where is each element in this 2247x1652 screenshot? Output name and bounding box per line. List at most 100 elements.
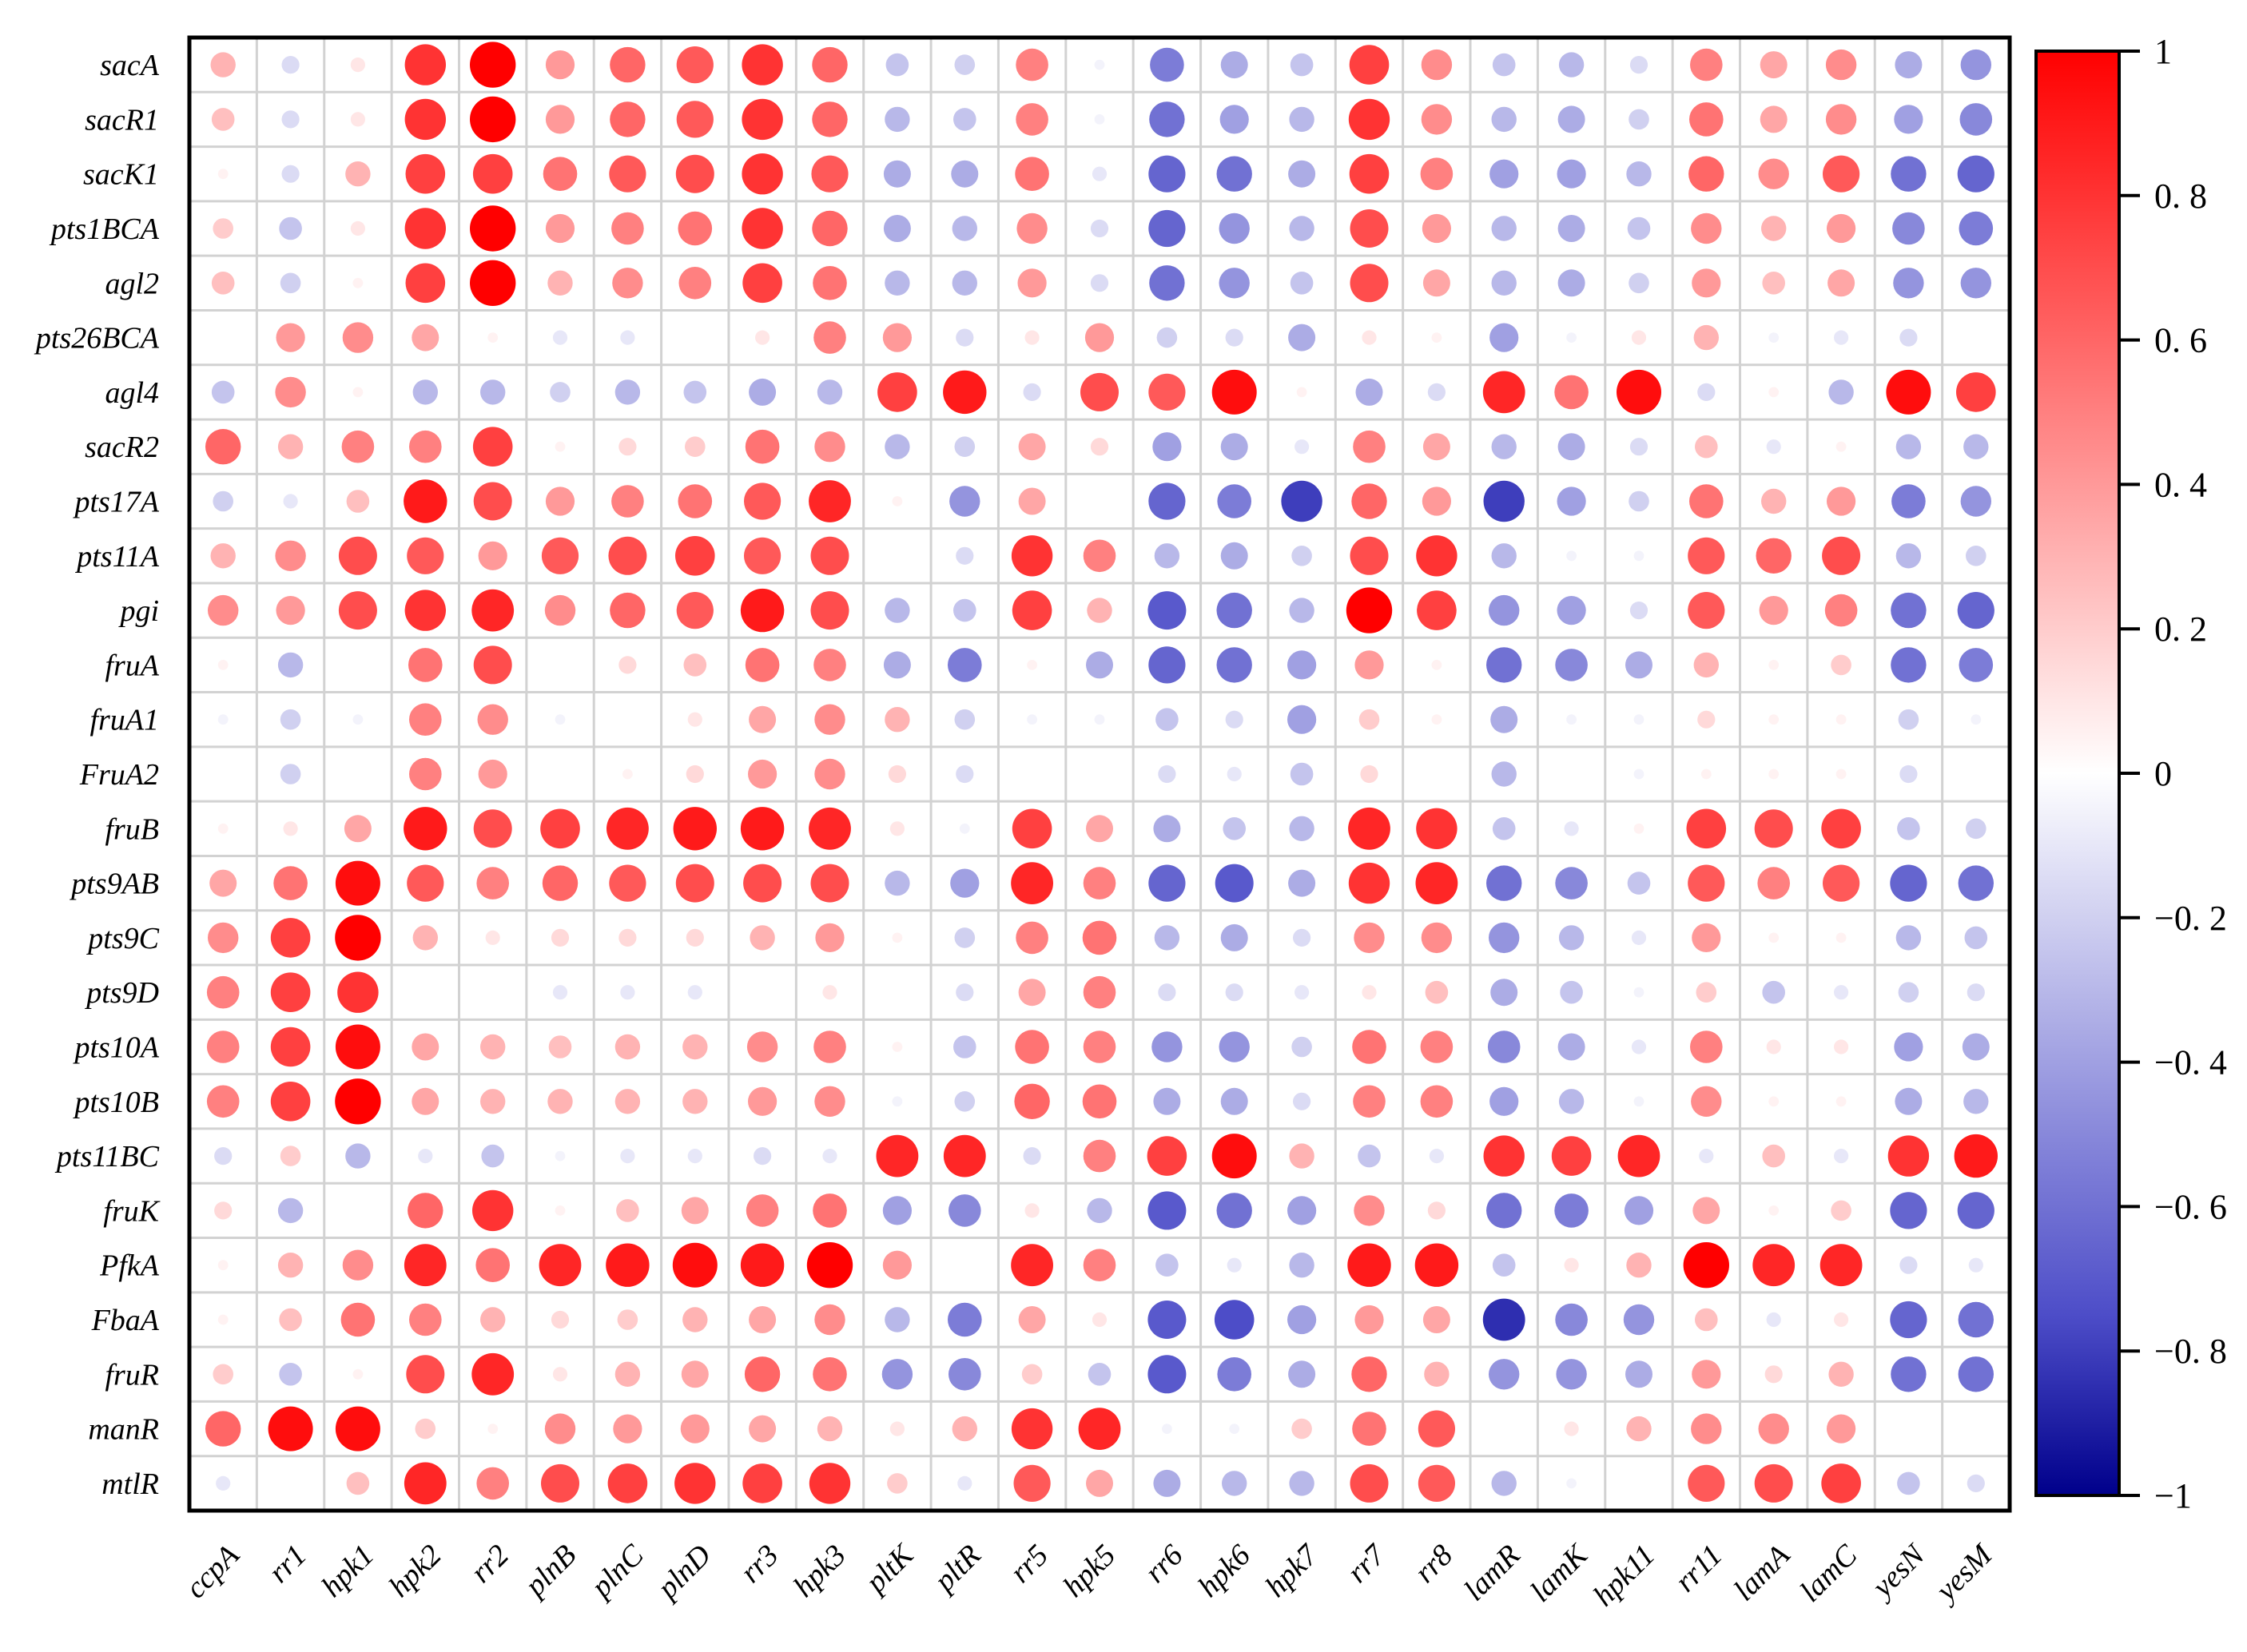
row-label-pts11A: pts11A: [74, 540, 160, 574]
dot-fruR-yesM: [1958, 1356, 1994, 1392]
dot-pts9C-plnB: [551, 928, 570, 947]
dot-pts11A-plnD: [675, 536, 715, 576]
dot-sacA-lamA: [1760, 51, 1788, 79]
dot-pts1BCA-rr8: [1422, 213, 1451, 244]
dot-fruA-ccpA: [217, 660, 229, 670]
dot-fruA-rr1: [277, 652, 304, 678]
dot-pts26BCA-rr3: [755, 330, 770, 345]
dot-fruK-hpk6: [1216, 1193, 1252, 1229]
dot-pts10B-rr3: [748, 1086, 778, 1116]
dot-PfkA-lamK: [1564, 1257, 1579, 1273]
dot-FruA2-lamK: [1568, 771, 1575, 777]
dot-pts11BC-rr2: [481, 1144, 504, 1168]
dot-sacR2-lamA: [1766, 439, 1781, 455]
dot-fruA-hpk1: [354, 661, 361, 669]
dot-pts11BC-hpk1: [345, 1143, 371, 1169]
dot-sacK1-rr5: [1015, 157, 1049, 191]
dot-agl4-rr8: [1427, 383, 1446, 401]
row-label-sacR1: sacR1: [85, 103, 159, 137]
dot-fruK-lamA: [1768, 1205, 1780, 1216]
dot-fruK-yesM: [1957, 1192, 1994, 1229]
dot-pts26BCA-hpk1: [342, 322, 374, 353]
dot-pts26BCA-rr1: [276, 323, 305, 352]
dot-FbaA-hpk7: [1287, 1305, 1317, 1335]
dot-FbaA-rr8: [1422, 1306, 1450, 1333]
dot-pts9AB-lamC: [1823, 864, 1860, 902]
dot-sacR2-rr8: [1422, 433, 1450, 461]
dot-PfkA-plnC: [606, 1243, 650, 1287]
dot-sacR2-pltR: [954, 436, 976, 457]
dot-fruA-pltR: [948, 648, 982, 682]
dot-pts26BCA-rr2: [487, 332, 499, 343]
dot-fruK-lamR: [1486, 1193, 1522, 1229]
colorbar-tick-label: 0. 2: [2154, 610, 2207, 649]
dot-sacR2-rr1: [277, 434, 304, 459]
dot-sacK1-rr2: [472, 153, 513, 194]
dot-sacA-hpk11: [1629, 56, 1648, 74]
col-label-rr8: rr8: [1408, 1539, 1459, 1590]
dot-pts9D-hpk6: [1225, 983, 1243, 1002]
dot-pts9C-plnC: [618, 928, 637, 947]
dot-sacR1-yesN: [1894, 105, 1923, 134]
dot-fruK-plnB: [555, 1205, 566, 1216]
dot-pgi-lamC: [1824, 594, 1858, 627]
dot-mtlR-rr5: [1013, 1464, 1051, 1502]
dot-agl2-rr3: [742, 263, 782, 304]
dot-agl2-hpk3: [813, 266, 847, 300]
dot-pts9D-rr5: [1018, 979, 1046, 1007]
colorbar-tick-label: 0. 4: [2154, 465, 2207, 504]
dot-pts9D-hpk7: [1295, 985, 1310, 1000]
dot-pts9AB-hpk11: [1627, 872, 1651, 895]
dot-sacR1-rr8: [1421, 104, 1453, 135]
dot-sacA-plnC: [610, 46, 646, 83]
dot-pts17A-hpk2: [404, 479, 447, 523]
dot-agl4-yesM: [1956, 372, 1996, 412]
dot-pts11BC-hpk3: [822, 1149, 837, 1164]
dot-sacK1-yesN: [1891, 156, 1927, 192]
dot-pts9AB-lamK: [1555, 867, 1588, 899]
col-label-plnD: plnD: [650, 1539, 718, 1607]
dot-sacA-yesN: [1895, 51, 1923, 79]
dot-pts10B-hpk11: [1633, 1096, 1644, 1107]
dot-pts26BCA-lamK: [1566, 332, 1577, 343]
dot-FbaA-pltR: [948, 1302, 982, 1337]
dot-mtlR-hpk3: [809, 1463, 851, 1504]
dot-pts10B-yesN: [1895, 1087, 1923, 1115]
dot-pts17A-rr3: [744, 482, 781, 520]
dot-agl4-rr3: [749, 378, 777, 406]
dot-pts11BC-plnD: [687, 1149, 702, 1164]
dot-sacR2-rr3: [745, 429, 780, 464]
dot-manR-plnB: [544, 1413, 576, 1444]
dot-pts10B-plnD: [682, 1089, 708, 1114]
dot-pts26BCA-hpk6: [1225, 328, 1243, 347]
dot-pgi-hpk6: [1216, 592, 1252, 629]
col-label-rr11: rr11: [1668, 1539, 1728, 1598]
dot-sacA-rr2: [470, 42, 516, 88]
dot-pts1BCA-rr2: [470, 205, 516, 252]
dot-mtlR-yesN: [1897, 1471, 1920, 1495]
dot-pts17A-yesN: [1891, 484, 1926, 518]
dot-pts17A-hpk5: [1096, 498, 1103, 505]
dot-agl2-lamC: [1827, 269, 1855, 297]
dot-pts11A-rr2: [478, 541, 507, 570]
dot-FbaA-hpk2: [409, 1303, 442, 1336]
dot-manR-yesM: [1972, 1425, 1979, 1432]
dot-pts1BCA-rr11: [1691, 212, 1722, 244]
dot-agl4-rr11: [1697, 383, 1716, 401]
dot-sacR1-hpk11: [1629, 109, 1649, 130]
dot-sacR2-hpk7: [1295, 439, 1310, 455]
dot-sacA-hpk2: [404, 44, 446, 85]
col-label-hpk11: hpk11: [1587, 1539, 1661, 1613]
dot-manR-yesN: [1905, 1425, 1912, 1432]
dot-pts11BC-hpk11: [1617, 1134, 1660, 1177]
dot-FbaA-rr1: [279, 1308, 302, 1332]
dot-FruA2-lamR: [1491, 761, 1517, 787]
dot-pts26BCA-pltK: [882, 323, 912, 352]
dot-pts9AB-hpk1: [335, 860, 380, 906]
dot-fruB-hpk11: [1633, 823, 1644, 834]
col-label-pltR: pltR: [926, 1539, 988, 1600]
dot-FruA2-rr1: [280, 764, 301, 784]
dot-fruA-hpk7: [1287, 650, 1317, 680]
dot-mtlR-plnD: [674, 1463, 716, 1504]
